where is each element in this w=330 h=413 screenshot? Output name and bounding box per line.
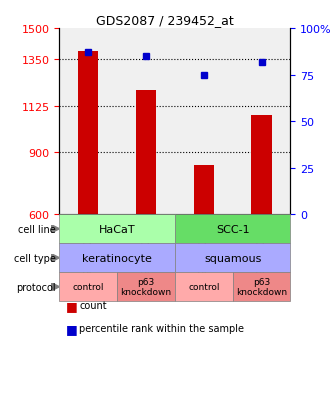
Bar	[136, 91, 156, 215]
Text: ■: ■	[66, 299, 78, 312]
Text: protocol: protocol	[16, 282, 56, 292]
Text: HaCaT: HaCaT	[99, 224, 135, 234]
Bar	[194, 165, 214, 215]
Text: p63
knockdown: p63 knockdown	[120, 278, 172, 297]
Text: keratinocyte: keratinocyte	[82, 253, 152, 263]
Polygon shape	[51, 283, 59, 291]
Text: p63
knockdown: p63 knockdown	[236, 278, 287, 297]
Text: control: control	[73, 282, 104, 292]
Text: ■: ■	[66, 322, 78, 335]
Bar	[78, 52, 98, 215]
Text: cell type: cell type	[14, 253, 56, 263]
Polygon shape	[51, 254, 59, 262]
Text: squamous: squamous	[204, 253, 261, 263]
Bar	[251, 116, 272, 215]
Polygon shape	[51, 225, 59, 233]
Text: control: control	[188, 282, 219, 292]
Text: SCC-1: SCC-1	[216, 224, 249, 234]
Text: percentile rank within the sample: percentile rank within the sample	[79, 323, 244, 333]
Text: GDS2087 / 239452_at: GDS2087 / 239452_at	[96, 14, 234, 27]
Text: cell line: cell line	[18, 224, 56, 234]
Text: count: count	[79, 301, 107, 311]
